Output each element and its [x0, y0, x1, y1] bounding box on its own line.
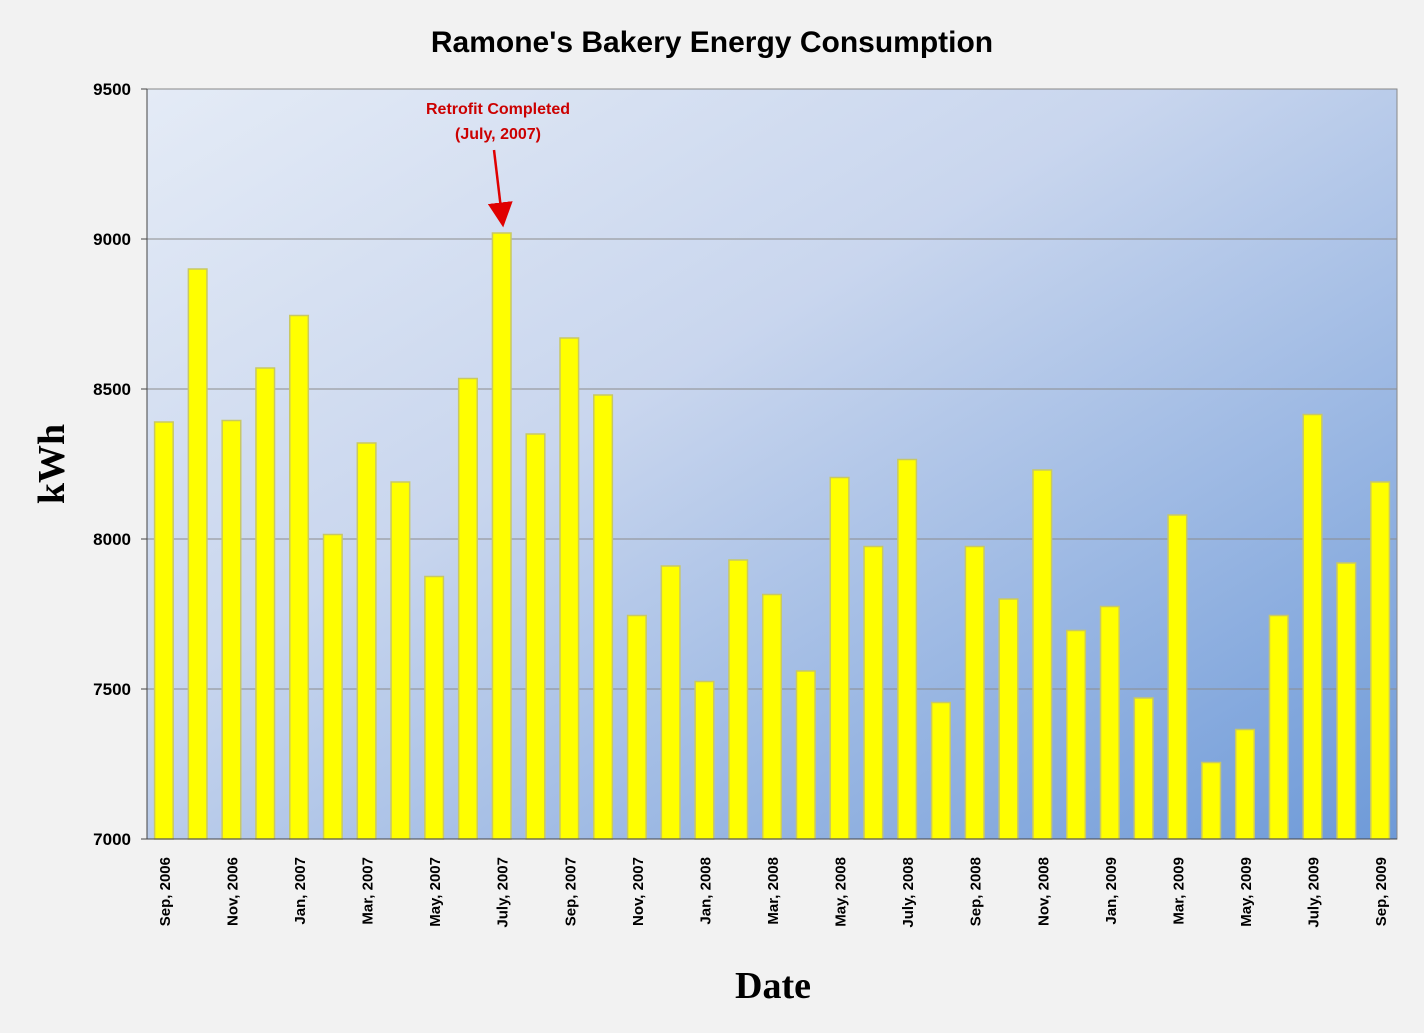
bar [322, 533, 343, 840]
bar [829, 476, 850, 840]
bar [457, 377, 478, 840]
bar [491, 232, 512, 840]
bar [1201, 761, 1222, 840]
bar [897, 458, 918, 840]
x-tick-label: Mar, 2008 [765, 857, 782, 925]
x-tick-label: May, 2007 [427, 857, 444, 927]
x-axis-ticks: Sep, 2006 Nov, 2006 Jan, 2007 Mar, 2007 May,… [157, 857, 1390, 928]
bar [1234, 728, 1256, 840]
x-tick-label: May, 2009 [1238, 857, 1255, 927]
x-tick-label: Nov, 2006 [224, 857, 241, 926]
bar [559, 337, 580, 840]
x-tick-label: Nov, 2008 [1035, 857, 1052, 926]
chart-title: Ramone's Bakery Energy Consumption [431, 26, 993, 59]
bar [1336, 562, 1357, 840]
annotation-line-2: (July, 2007) [455, 126, 541, 143]
bar [288, 314, 310, 840]
bar [728, 559, 749, 840]
y-tick-label: 9500 [93, 80, 131, 99]
bar [593, 394, 614, 840]
y-tick-label: 8500 [93, 380, 131, 399]
bar [761, 593, 783, 840]
x-tick-label: Jan, 2007 [292, 857, 309, 925]
bar [221, 419, 242, 840]
bar [795, 670, 816, 840]
x-tick-label: Jan, 2008 [697, 857, 714, 925]
y-tick-label: 9000 [93, 230, 131, 249]
bar [525, 433, 546, 840]
y-tick-label: 7000 [93, 830, 131, 849]
bar [1066, 629, 1087, 840]
x-tick-label: Sep, 2006 [157, 857, 174, 926]
y-axis-ticks: 7000 7500 8000 8500 9000 9500 [93, 80, 147, 849]
x-tick-label: Sep, 2008 [968, 857, 985, 926]
x-tick-label: July, 2009 [1306, 857, 1323, 928]
bar [998, 598, 1019, 840]
bar [1032, 469, 1053, 840]
bar [1133, 697, 1154, 840]
bar [1268, 614, 1289, 840]
bar [694, 680, 715, 840]
y-tick-label: 7500 [93, 680, 131, 699]
bar [1370, 481, 1391, 840]
retrofit-annotation: Retrofit Completed (July, 2007) [426, 101, 570, 228]
x-tick-label: Jan, 2009 [1103, 857, 1120, 925]
annotation-arrow [487, 149, 513, 228]
x-tick-label: Mar, 2007 [360, 857, 377, 925]
x-tick-label: July, 2007 [495, 857, 512, 928]
x-axis-label: Date [735, 965, 811, 1007]
x-tick-label: Sep, 2009 [1373, 857, 1390, 926]
x-tick-label: Mar, 2009 [1170, 857, 1187, 925]
bar [356, 442, 377, 840]
bar [153, 421, 174, 840]
bar [626, 614, 647, 840]
y-axis-label: kWh [31, 424, 73, 504]
bar [863, 545, 884, 840]
bar [1099, 605, 1120, 840]
bar [424, 575, 445, 840]
bar [255, 367, 276, 840]
x-tick-label: Nov, 2007 [630, 857, 647, 926]
bar [930, 701, 951, 840]
bar [660, 565, 681, 840]
bar [1302, 413, 1323, 840]
x-tick-label: May, 2008 [833, 857, 850, 927]
y-tick-label: 8000 [93, 530, 131, 549]
annotation-line-1: Retrofit Completed [426, 101, 570, 118]
bar [390, 481, 411, 840]
x-tick-label: July, 2008 [900, 857, 917, 928]
x-tick-label: Sep, 2007 [562, 857, 579, 926]
bar [1167, 514, 1188, 840]
bar [187, 268, 208, 840]
bar [964, 545, 985, 840]
